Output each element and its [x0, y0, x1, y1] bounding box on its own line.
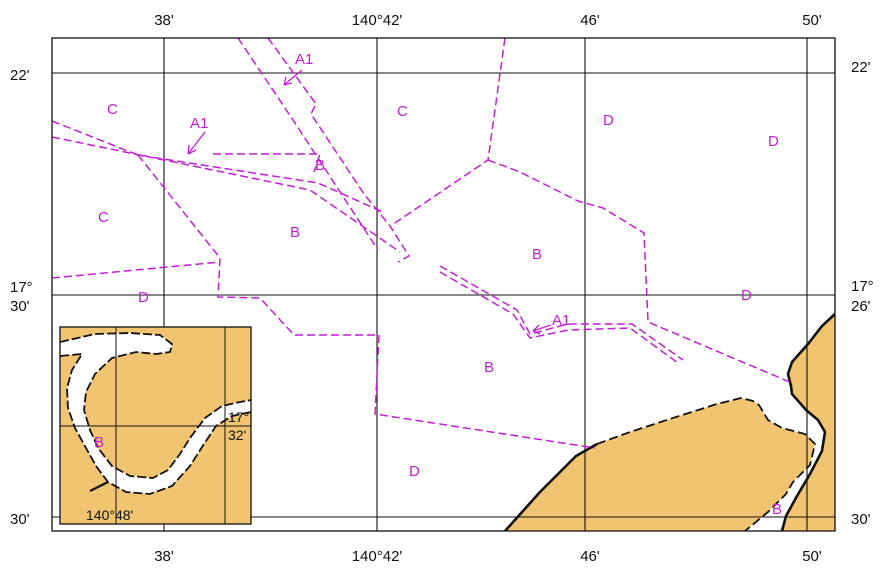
lon-label: 140°42': [352, 548, 403, 565]
land-mass: [505, 398, 815, 531]
inset-coastline-spur: [89, 481, 109, 492]
zone-label-d: D: [741, 287, 752, 304]
inset-coastline: [60, 332, 251, 479]
lon-label: 50': [802, 12, 822, 29]
lat-label: 30': [851, 511, 871, 528]
zone-label-b: B: [532, 246, 542, 263]
zone-label-a1: A1: [190, 115, 208, 132]
zone-label-c: C: [107, 101, 118, 118]
zone-label-d: D: [603, 112, 614, 129]
a1-arrows: [187, 69, 552, 335]
coords-right: 22' 17° 26' 30': [851, 59, 874, 528]
lat-label: 26': [851, 298, 871, 315]
zone-boundaries: [52, 38, 793, 449]
lon-label: 50': [802, 548, 822, 565]
zone-label-d: D: [409, 463, 420, 480]
coords-left: 22' 17° 30' 30': [10, 67, 33, 528]
zone-label-b: B: [290, 224, 300, 241]
coastline-south-dashed: [596, 397, 816, 531]
land-mass-east: [782, 314, 835, 531]
zone-label-b: B: [484, 359, 494, 376]
zone-label-c: C: [397, 103, 408, 120]
inset-map: B 17° 32' 140°48': [59, 326, 252, 525]
lat-label: 17°: [851, 278, 874, 295]
inset-lat-label: 32': [228, 427, 246, 443]
lon-label: 38': [154, 548, 174, 565]
map-frame: [51, 37, 836, 532]
zone-label-b: B: [315, 157, 325, 174]
lat-label: 22': [10, 67, 30, 84]
zone-label-a1: A1: [552, 312, 570, 329]
inset-channel: [60, 333, 251, 494]
zone-labels: C C C D D D D D B B B B B A1 A1 A1: [98, 51, 782, 518]
zone-label-d: D: [138, 289, 149, 306]
lon-label: 38': [154, 12, 174, 29]
coords-top: 38' 140°42' 46' 50': [154, 12, 822, 29]
coastline-east: [780, 313, 835, 531]
main-map: [52, 38, 835, 531]
zone-label-b: B: [772, 501, 782, 518]
zone-label-c: C: [98, 209, 109, 226]
inset-frame: [59, 326, 252, 525]
zone-label-a1: A1: [295, 51, 313, 68]
inset-lat-label: 17°: [228, 409, 249, 425]
lat-label: 22': [851, 59, 871, 76]
inset-lon-label: 140°48': [86, 507, 133, 523]
lat-label: 30': [10, 511, 30, 528]
lat-label: 17°: [10, 279, 33, 296]
coords-bottom: 38' 140°42' 46' 50': [154, 548, 822, 565]
arrow-mid-a1: [532, 324, 552, 335]
lon-label: 140°42': [352, 12, 403, 29]
arrow-top-a1: [283, 69, 303, 86]
lat-label: 30': [10, 298, 30, 315]
inset-zone-label-b: B: [94, 434, 104, 451]
arrow-left-a1: [187, 131, 206, 155]
lon-label: 46': [580, 548, 600, 565]
lon-label: 46': [580, 12, 600, 29]
zone-label-d: D: [768, 133, 779, 150]
coastline-south: [504, 442, 598, 531]
